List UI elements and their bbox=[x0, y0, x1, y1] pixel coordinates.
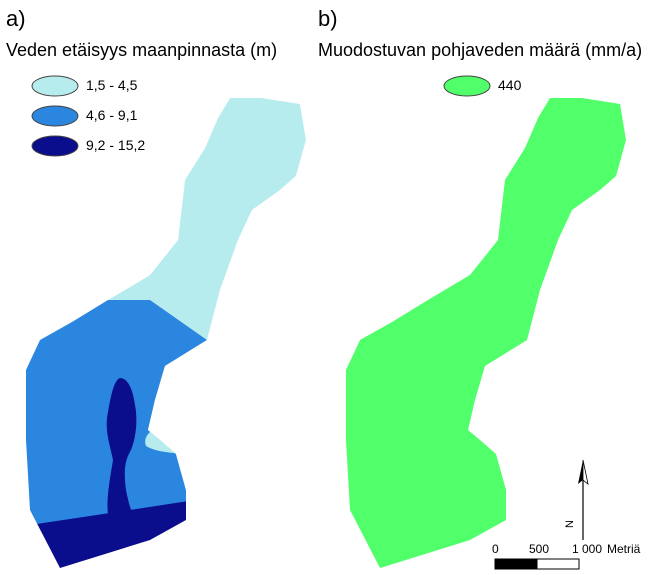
north-letter: N bbox=[563, 520, 576, 528]
zone-shallow bbox=[108, 98, 306, 340]
zone-deep-finger bbox=[106, 378, 137, 514]
legend-swatch-a-3 bbox=[31, 135, 79, 157]
north-arrow bbox=[578, 459, 589, 540]
legend-swatch-a-2 bbox=[31, 105, 79, 127]
scale-label-0: 0 bbox=[492, 542, 499, 556]
legend-swatch-b-1 bbox=[443, 75, 491, 97]
legend-swatch-a-1 bbox=[31, 75, 79, 97]
panel-b-title: Muodostuvan pohjaveden määrä (mm/a) bbox=[318, 40, 643, 60]
legend-label-a-3: 9,2 - 15,2 bbox=[86, 137, 146, 153]
scale-label-500: 500 bbox=[529, 542, 550, 556]
panel-b-label: b) bbox=[318, 6, 338, 31]
panel-a-title: Veden etäisyys maanpinnasta (m) bbox=[6, 40, 278, 60]
scale-label-1000: 1 000 bbox=[572, 542, 603, 556]
legend-label-b-1: 440 bbox=[498, 77, 522, 93]
scale-unit: Metriä bbox=[607, 542, 641, 556]
recharge-map-b bbox=[346, 98, 626, 568]
depth-map-a bbox=[26, 98, 306, 568]
zone-medium bbox=[26, 300, 207, 525]
panel-a-label: a) bbox=[6, 6, 26, 31]
scale-bar bbox=[494, 558, 580, 570]
legend-label-a-2: 4,6 - 9,1 bbox=[86, 107, 138, 123]
legend-label-a-1: 1,5 - 4,5 bbox=[86, 77, 138, 93]
